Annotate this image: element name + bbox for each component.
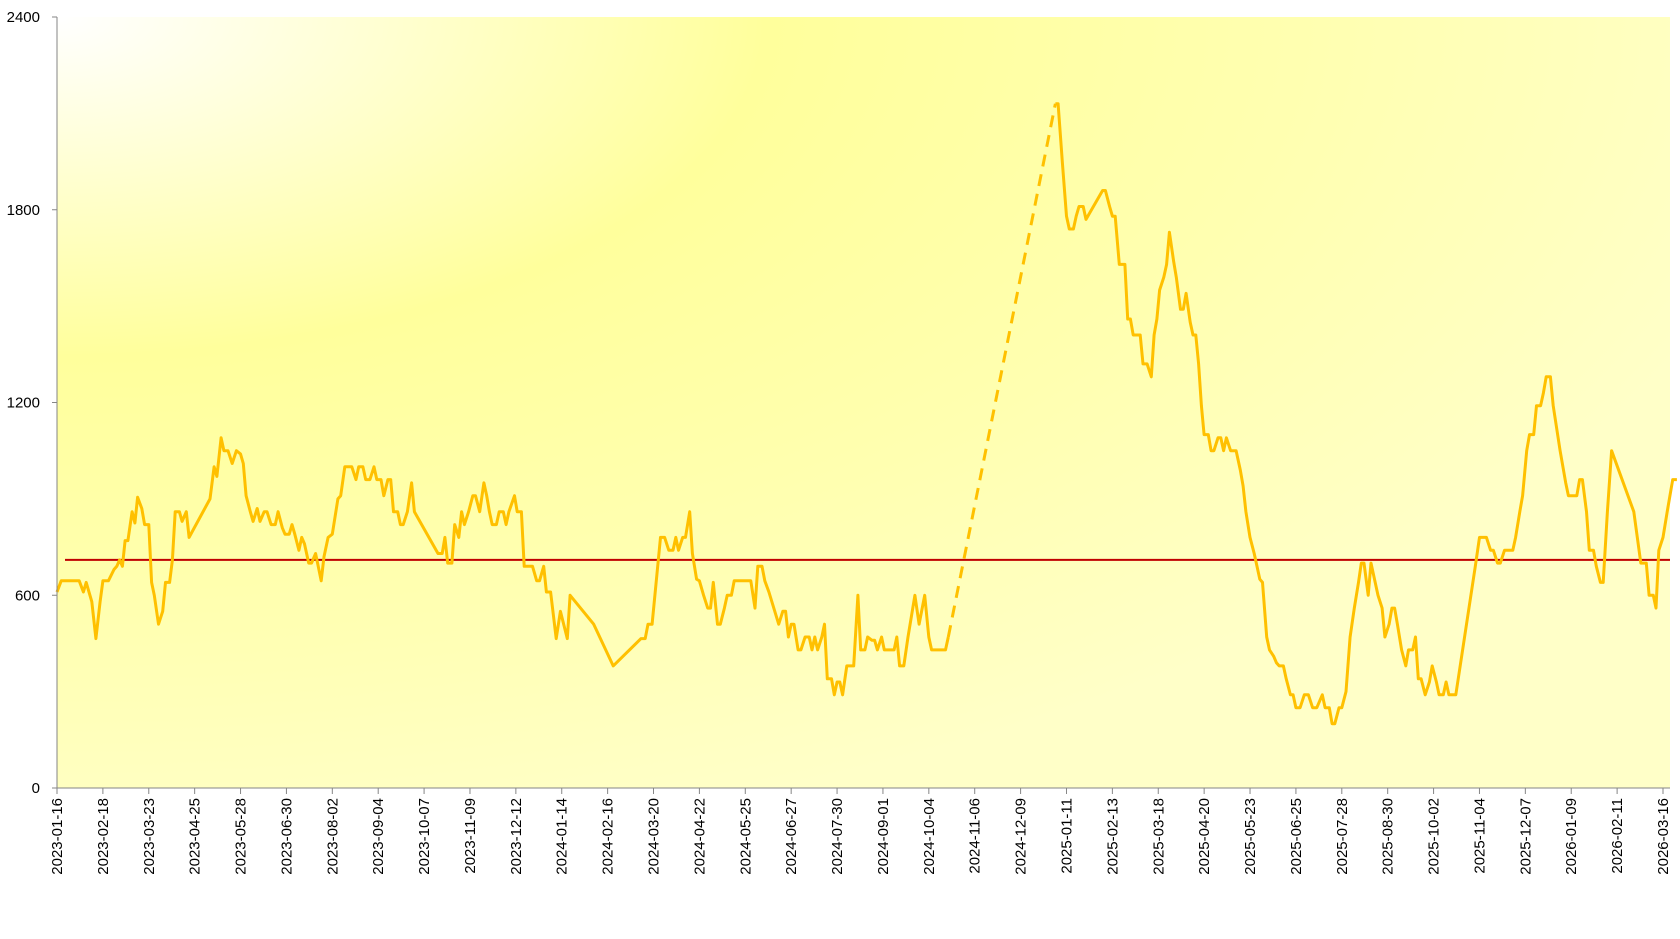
x-tick-label: 2025-02-13 <box>1104 798 1121 875</box>
x-tick-label: 2023-08-02 <box>324 798 341 875</box>
x-tick-label: 2025-06-25 <box>1288 798 1305 875</box>
x-tick-label: 2026-03-16 <box>1655 798 1672 875</box>
x-tick-label: 2023-11-09 <box>462 798 479 874</box>
x-tick-label: 2025-11-04 <box>1471 798 1488 874</box>
x-tick-label: 2023-01-16 <box>49 798 66 875</box>
y-tick-label: 0 <box>32 780 40 797</box>
x-tick-label: 2023-12-12 <box>508 798 525 875</box>
x-tick-label: 2024-12-09 <box>1013 798 1030 875</box>
x-tick-label: 2024-11-06 <box>967 798 984 874</box>
x-tick-label: 2024-09-01 <box>875 798 892 875</box>
x-tick-label: 2023-03-23 <box>141 798 158 875</box>
series-gap-dashed-line <box>946 103 1057 638</box>
x-tick-label: 2024-01-14 <box>554 798 571 875</box>
x-tick-label: 2024-10-04 <box>921 798 938 875</box>
x-tick-label: 2025-05-23 <box>1242 798 1259 875</box>
x-tick-label: 2024-03-20 <box>646 798 663 875</box>
plot-area <box>57 17 1670 788</box>
y-tick-label: 1800 <box>7 202 40 219</box>
x-tick-label: 2023-09-04 <box>370 798 387 875</box>
series-line-segment <box>55 436 950 697</box>
x-tick-label: 2025-10-02 <box>1426 798 1443 875</box>
x-tick-label: 2024-04-22 <box>691 798 708 875</box>
x-tick-label: 2024-02-16 <box>600 798 617 875</box>
x-tick-label: 2025-07-28 <box>1334 798 1351 875</box>
x-tick-label: 2024-07-30 <box>829 798 846 875</box>
x-tick-label: 2023-04-25 <box>187 798 204 875</box>
x-tick-label: 2023-02-18 <box>95 798 112 875</box>
y-tick-label: 2400 <box>7 9 40 26</box>
y-tick-label: 1200 <box>7 395 40 412</box>
x-tick-label: 2026-02-11 <box>1609 798 1626 874</box>
x-tick-label: 2025-08-30 <box>1380 798 1397 875</box>
x-tick-label: 2025-04-20 <box>1196 798 1213 875</box>
x-tick-label: 2025-01-11 <box>1058 798 1075 874</box>
x-tick-label: 2024-05-25 <box>737 798 754 875</box>
x-tick-label: 2024-06-27 <box>783 798 800 875</box>
x-tick-label: 2023-06-30 <box>278 798 295 875</box>
x-tick-label: 2025-12-07 <box>1517 798 1534 875</box>
x-tick-label: 2026-01-09 <box>1563 798 1580 875</box>
series-line-segment <box>1055 102 1677 726</box>
y-tick-label: 600 <box>15 587 40 604</box>
x-tick-label: 2023-05-28 <box>233 798 250 875</box>
x-tick-label: 2023-10-07 <box>416 798 433 875</box>
x-tick-label: 2025-03-18 <box>1150 798 1167 875</box>
